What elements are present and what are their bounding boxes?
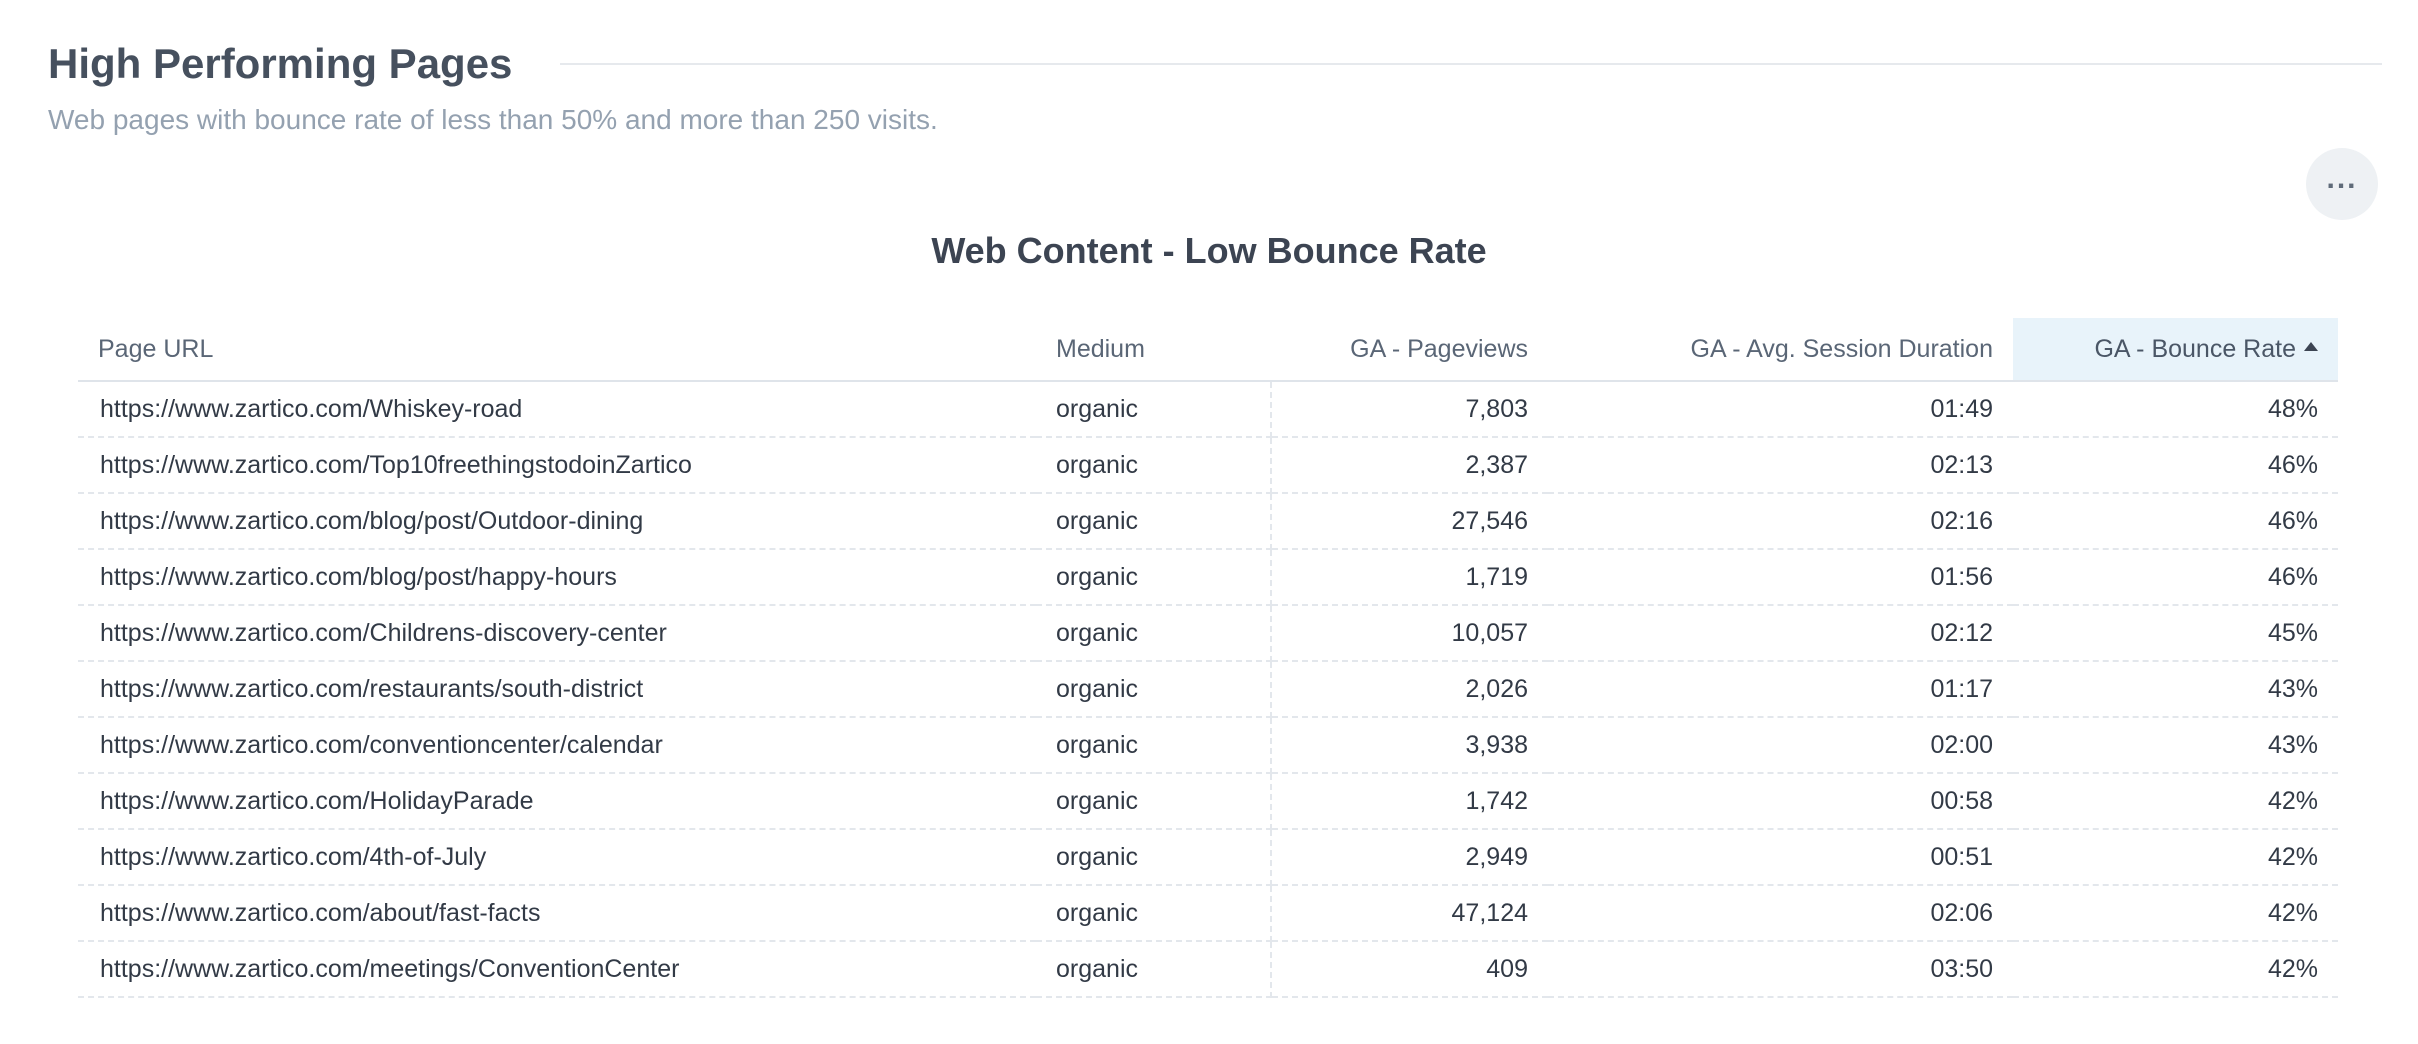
cell-medium: organic xyxy=(1036,661,1272,718)
table-row: https://www.zartico.com/about/fast-facts… xyxy=(78,885,2338,942)
widget-title: Web Content - Low Bounce Rate xyxy=(931,230,1487,271)
section-title: High Performing Pages xyxy=(48,40,513,87)
cell-avg-session-duration: 00:51 xyxy=(1548,829,2013,886)
cell-bounce-rate: 42% xyxy=(2013,829,2338,886)
section-header: High Performing Pages xyxy=(48,36,2382,92)
cell-avg-session-duration: 01:17 xyxy=(1548,661,2013,718)
cell-pageviews: 1,719 xyxy=(1271,549,1548,606)
cell-page-url: https://www.zartico.com/about/fast-facts xyxy=(78,885,1036,942)
cell-medium: organic xyxy=(1036,493,1272,550)
cell-page-url: https://www.zartico.com/blog/post/happy-… xyxy=(78,549,1036,606)
cell-page-url: https://www.zartico.com/Childrens-discov… xyxy=(78,605,1036,662)
cell-pageviews: 1,742 xyxy=(1271,773,1548,830)
cell-page-url: https://www.zartico.com/Whiskey-road xyxy=(78,381,1036,438)
column-header-label: Medium xyxy=(1056,334,1145,363)
table-header-row: Page URL Medium GA - Pageviews GA - Avg.… xyxy=(78,318,2338,382)
table-row: https://www.zartico.com/HolidayParade org… xyxy=(78,773,2338,830)
cell-bounce-rate: 43% xyxy=(2013,661,2338,718)
table-row: https://www.zartico.com/restaurants/sout… xyxy=(78,661,2338,718)
table-row: https://www.zartico.com/conventioncenter… xyxy=(78,717,2338,774)
cell-avg-session-duration: 03:50 xyxy=(1548,941,2013,998)
cell-pageviews: 7,803 xyxy=(1271,381,1548,438)
table-row: https://www.zartico.com/Top10freethingst… xyxy=(78,437,2338,494)
table-row: https://www.zartico.com/4th-of-July organ… xyxy=(78,829,2338,886)
cell-pageviews: 47,124 xyxy=(1271,885,1548,942)
cell-bounce-rate: 42% xyxy=(2013,773,2338,830)
cell-bounce-rate: 42% xyxy=(2013,941,2338,998)
table-row: https://www.zartico.com/Childrens-discov… xyxy=(78,605,2338,662)
column-header-avg-session-duration[interactable]: GA - Avg. Session Duration xyxy=(1548,318,2013,382)
cell-pageviews: 27,546 xyxy=(1271,493,1548,550)
cell-bounce-rate: 43% xyxy=(2013,717,2338,774)
column-header-label: GA - Pageviews xyxy=(1350,334,1528,363)
cell-bounce-rate: 45% xyxy=(2013,605,2338,662)
cell-avg-session-duration: 02:12 xyxy=(1548,605,2013,662)
cell-avg-session-duration: 02:06 xyxy=(1548,885,2013,942)
cell-bounce-rate: 46% xyxy=(2013,493,2338,550)
cell-medium: organic xyxy=(1036,773,1272,830)
column-header-label: GA - Avg. Session Duration xyxy=(1690,334,1993,363)
table-row: https://www.zartico.com/meetings/Convent… xyxy=(78,941,2338,998)
cell-pageviews: 409 xyxy=(1271,941,1548,998)
cell-page-url: https://www.zartico.com/meetings/Convent… xyxy=(78,941,1036,998)
table-row: https://www.zartico.com/blog/post/happy-… xyxy=(78,549,2338,606)
column-header-bounce-rate[interactable]: GA - Bounce Rate xyxy=(2013,318,2338,382)
cell-medium: organic xyxy=(1036,717,1272,774)
cell-pageviews: 2,387 xyxy=(1271,437,1548,494)
cell-avg-session-duration: 02:00 xyxy=(1548,717,2013,774)
cell-pageviews: 3,938 xyxy=(1271,717,1548,774)
cell-medium: organic xyxy=(1036,941,1272,998)
cell-avg-session-duration: 01:49 xyxy=(1548,381,2013,438)
cell-bounce-rate: 46% xyxy=(2013,437,2338,494)
cell-page-url: https://www.zartico.com/HolidayParade xyxy=(78,773,1036,830)
cell-avg-session-duration: 01:56 xyxy=(1548,549,2013,606)
cell-bounce-rate: 46% xyxy=(2013,549,2338,606)
column-header-page-url[interactable]: Page URL xyxy=(78,318,1036,382)
cell-avg-session-duration: 02:13 xyxy=(1548,437,2013,494)
column-header-label: Page URL xyxy=(98,334,214,363)
cell-medium: organic xyxy=(1036,437,1272,494)
data-table: Page URL Medium GA - Pageviews GA - Avg.… xyxy=(78,318,2338,998)
sort-ascending-icon xyxy=(2304,342,2318,352)
cell-pageviews: 10,057 xyxy=(1271,605,1548,662)
widget-options-button[interactable]: ... xyxy=(2306,148,2378,220)
more-horizontal-icon: ... xyxy=(2326,162,2358,195)
column-header-pageviews[interactable]: GA - Pageviews xyxy=(1271,318,1548,382)
cell-medium: organic xyxy=(1036,885,1272,942)
cell-page-url: https://www.zartico.com/4th-of-July xyxy=(78,829,1036,886)
column-header-medium[interactable]: Medium xyxy=(1036,318,1271,382)
cell-medium: organic xyxy=(1036,605,1272,662)
cell-page-url: https://www.zartico.com/restaurants/sout… xyxy=(78,661,1036,718)
table-row: https://www.zartico.com/Whiskey-road orga… xyxy=(78,381,2338,438)
column-header-label: GA - Bounce Rate xyxy=(2094,334,2296,363)
cell-bounce-rate: 42% xyxy=(2013,885,2338,942)
cell-avg-session-duration: 02:16 xyxy=(1548,493,2013,550)
cell-avg-session-duration: 00:58 xyxy=(1548,773,2013,830)
cell-medium: organic xyxy=(1036,549,1272,606)
cell-bounce-rate: 48% xyxy=(2013,381,2338,438)
cell-pageviews: 2,026 xyxy=(1271,661,1548,718)
cell-pageviews: 2,949 xyxy=(1271,829,1548,886)
header-divider xyxy=(560,63,2382,65)
table-row: https://www.zartico.com/blog/post/Outdoo… xyxy=(78,493,2338,550)
cell-page-url: https://www.zartico.com/Top10freethingst… xyxy=(78,437,1036,494)
cell-page-url: https://www.zartico.com/blog/post/Outdoo… xyxy=(78,493,1036,550)
cell-medium: organic xyxy=(1036,381,1272,438)
cell-medium: organic xyxy=(1036,829,1272,886)
cell-page-url: https://www.zartico.com/conventioncenter… xyxy=(78,717,1036,774)
section-description: Web pages with bounce rate of less than … xyxy=(48,104,938,135)
